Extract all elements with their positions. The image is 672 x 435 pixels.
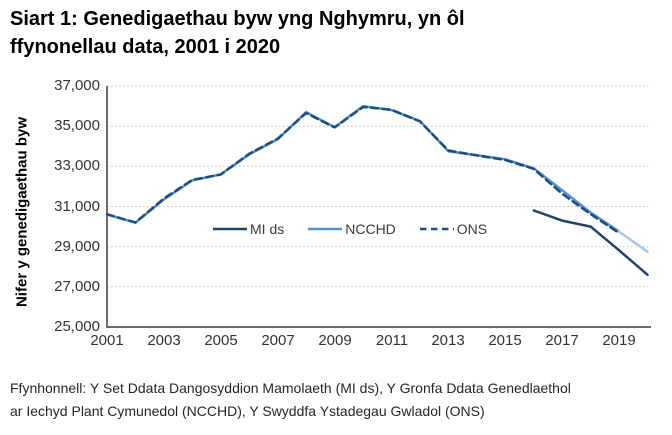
x-tick-label: 2009: [318, 332, 352, 349]
chart-title-line-2: ffynonellau data, 2001 i 2020: [10, 36, 281, 58]
y-tick-label: 31,000: [54, 198, 100, 215]
x-tick-label: 2013: [431, 332, 465, 349]
legend-label: MI ds: [250, 221, 285, 237]
series-line-ons: [105, 105, 621, 235]
legend-item-ncchd: NCCHD: [308, 221, 396, 237]
source-note-line-2: ar Iechyd Plant Cymunedol (NCCHD), Y Swy…: [10, 403, 485, 419]
legend-line-sample-icon: [213, 227, 247, 231]
legend-label: NCCHD: [345, 221, 396, 237]
x-tick-label: 2019: [602, 332, 636, 349]
legend-label: ONS: [456, 221, 488, 237]
x-tick-label: 2003: [147, 332, 181, 349]
x-tick-label: 2001: [90, 332, 124, 349]
legend-item-ons: ONS: [419, 221, 488, 237]
y-tick-label: 37,000: [54, 77, 100, 94]
x-tick-label: 2015: [488, 332, 522, 349]
series-line-ncchd-provisional: [617, 230, 649, 253]
source-note-line-1: Ffynhonnell: Y Set Ddata Dangosyddion Ma…: [10, 380, 571, 396]
y-tick-label: 25,000: [54, 318, 100, 335]
legend-line-sample-icon: [419, 227, 454, 231]
legend-line-sample-icon: [308, 227, 343, 231]
y-tick-label: 27,000: [54, 278, 100, 295]
y-tick-label: 33,000: [54, 157, 100, 174]
source-note: Ffynhonnell: Y Set Ddata Dangosyddion Ma…: [10, 377, 571, 423]
chart-title: Siart 1: Genedigaethau byw yng Nghymru, …: [10, 5, 465, 61]
x-tick-label: 2005: [204, 332, 238, 349]
y-tick-label: 35,000: [54, 117, 100, 134]
chart-title-line-1: Siart 1: Genedigaethau byw yng Nghymru, …: [10, 8, 465, 30]
legend-item-mi-ds: MI ds: [213, 221, 284, 237]
x-tick-label: 2017: [545, 332, 579, 349]
y-tick-label: 29,000: [54, 238, 100, 255]
x-tick-label: 2011: [375, 332, 409, 349]
chart-legend: MI ds NCCHD ONS: [213, 221, 487, 237]
axes: [106, 86, 651, 328]
series-line-mi-ds: [532, 209, 649, 277]
x-tick-label: 2007: [261, 332, 295, 349]
